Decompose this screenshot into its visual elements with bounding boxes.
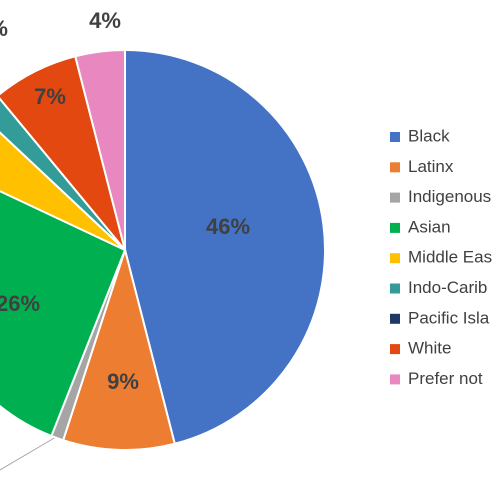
pie-slice <box>61 246 176 451</box>
legend-marker <box>390 253 400 264</box>
legend-marker <box>390 313 400 324</box>
legend-marker <box>390 283 400 294</box>
legend-label: Latinx <box>408 157 454 176</box>
legend-marker <box>390 132 400 142</box>
data-label: 7% <box>34 84 66 109</box>
pie-slice <box>74 48 126 251</box>
data-label: 46% <box>206 214 250 239</box>
data-label: 2% <box>0 16 8 41</box>
legend-marker <box>390 344 400 355</box>
data-label: 4% <box>89 8 121 33</box>
legend-label: Indigenous <box>408 187 491 206</box>
legend-label: White <box>408 339 451 358</box>
legend-label: Black <box>408 126 450 145</box>
legend-label: Prefer not <box>408 369 483 388</box>
leader-line <box>0 436 57 471</box>
legend-label: Pacific Isla <box>408 308 490 327</box>
legend-label: Asian <box>408 217 451 236</box>
pie-slice <box>124 48 326 445</box>
legend-marker <box>390 222 400 233</box>
pie-slice <box>0 190 127 438</box>
legend-label: Indo-Carib <box>408 278 487 297</box>
legend-marker <box>390 162 400 173</box>
legend-marker <box>390 374 400 385</box>
data-label: 9% <box>107 369 139 394</box>
data-label: 26% <box>0 291 40 316</box>
legend-marker <box>390 192 400 203</box>
legend-label: Middle Eas <box>408 248 492 267</box>
